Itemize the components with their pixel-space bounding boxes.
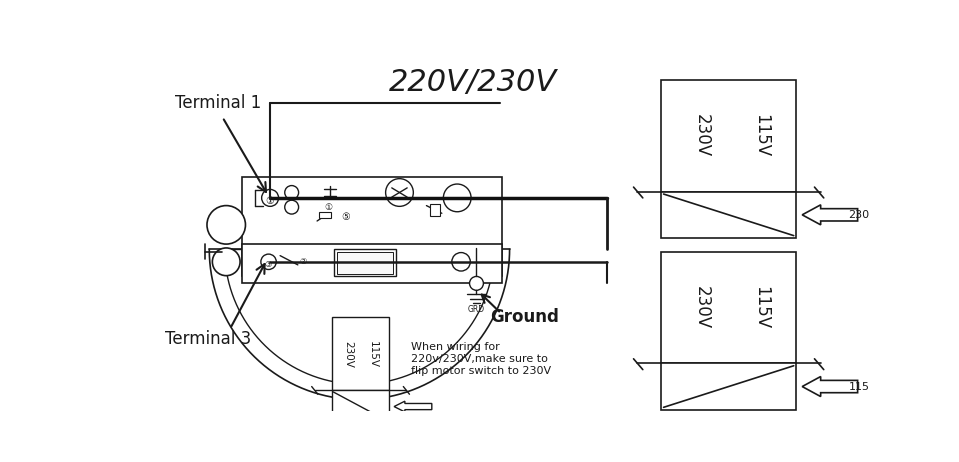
Text: GRD: GRD xyxy=(468,305,485,314)
Circle shape xyxy=(261,254,276,269)
Text: 230: 230 xyxy=(849,210,870,220)
Text: 115V: 115V xyxy=(753,286,770,329)
Text: 230V: 230V xyxy=(343,341,354,368)
Circle shape xyxy=(452,253,470,271)
Bar xyxy=(242,177,502,276)
Text: Ground: Ground xyxy=(490,308,559,326)
Bar xyxy=(662,364,796,410)
Text: flip motor switch to 230V: flip motor switch to 230V xyxy=(411,366,551,376)
FancyArrow shape xyxy=(394,401,432,412)
Text: 115V: 115V xyxy=(367,340,378,368)
Text: Terminal 1: Terminal 1 xyxy=(175,94,261,112)
Bar xyxy=(338,252,392,274)
FancyArrow shape xyxy=(802,377,857,396)
FancyArrow shape xyxy=(802,205,857,225)
Text: 220V/230V: 220V/230V xyxy=(388,68,557,97)
Text: 115: 115 xyxy=(849,382,870,391)
Circle shape xyxy=(207,206,246,244)
Bar xyxy=(242,244,502,283)
Text: ①: ① xyxy=(324,203,333,213)
Bar xyxy=(334,249,396,276)
Bar xyxy=(332,317,389,390)
Circle shape xyxy=(386,179,413,207)
Circle shape xyxy=(470,276,483,290)
Bar xyxy=(318,212,331,218)
Text: ②: ② xyxy=(299,257,307,266)
Bar xyxy=(662,192,796,238)
Text: When wiring for: When wiring for xyxy=(411,341,500,352)
Bar xyxy=(332,390,389,423)
Text: 230V: 230V xyxy=(692,114,711,157)
Text: ③: ③ xyxy=(265,261,272,269)
Bar xyxy=(662,80,796,192)
Text: 220v/230V,make sure to: 220v/230V,make sure to xyxy=(411,354,548,364)
Circle shape xyxy=(212,248,240,276)
Circle shape xyxy=(285,186,298,200)
Circle shape xyxy=(443,184,471,212)
Text: Terminal 3: Terminal 3 xyxy=(165,330,251,348)
Text: 230V: 230V xyxy=(692,286,711,329)
Text: 115V: 115V xyxy=(753,114,770,157)
Bar xyxy=(431,204,439,216)
Text: ①: ① xyxy=(266,196,274,206)
Circle shape xyxy=(285,200,298,214)
Text: ⑤: ⑤ xyxy=(341,212,350,222)
Bar xyxy=(662,252,796,364)
Circle shape xyxy=(262,189,278,207)
